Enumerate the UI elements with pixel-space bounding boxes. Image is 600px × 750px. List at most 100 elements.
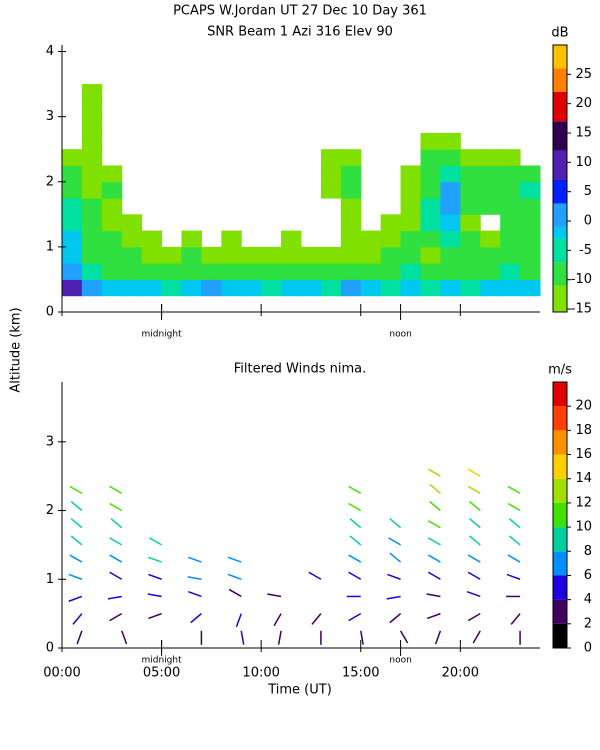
heat-cell	[340, 246, 362, 264]
heat-cell	[221, 279, 242, 297]
wind-barb	[109, 502, 123, 512]
heat-cell	[380, 214, 402, 232]
colorbar-tick-label: 0	[584, 214, 592, 229]
heat-cell	[440, 263, 461, 280]
heat-cell	[460, 246, 481, 264]
heat-cell	[62, 149, 83, 166]
wind-barb	[147, 593, 162, 598]
wind-barb	[349, 535, 362, 546]
y-tick-label: 1	[46, 572, 54, 587]
heat-cell	[62, 214, 83, 232]
heat-cell	[440, 149, 461, 166]
heat-cell	[500, 198, 521, 215]
heat-cell	[81, 181, 103, 199]
colorbar-band	[553, 68, 567, 92]
colorbar-band	[553, 238, 567, 263]
heat-cell	[360, 263, 382, 280]
heat-cell	[460, 279, 481, 297]
heat-cell	[400, 246, 421, 264]
wind-barb	[427, 537, 441, 546]
colorbar-tick-label: 10	[575, 520, 592, 535]
y-tick-label: 1	[46, 239, 54, 254]
annotation-label: noon	[389, 330, 411, 340]
heat-cell	[340, 198, 362, 215]
heat-cell	[101, 263, 123, 280]
heat-cell	[420, 149, 441, 166]
heat-cell	[380, 246, 402, 264]
heat-cell	[500, 263, 521, 280]
heat-cell	[320, 263, 342, 280]
heat-cell	[320, 279, 342, 297]
heat-cell	[460, 181, 481, 199]
colorbar-tick-label: 14	[575, 471, 592, 486]
annotation-label: midnight	[142, 330, 183, 340]
wind-barb	[434, 630, 442, 645]
wind-barb	[427, 520, 441, 529]
heat-cell	[460, 263, 481, 280]
wind-barb	[427, 468, 441, 477]
wind-barb	[389, 552, 402, 563]
heat-cell	[281, 246, 302, 264]
wind-barb	[148, 573, 162, 580]
wind-barb	[508, 518, 521, 529]
heat-cell	[340, 181, 362, 199]
wind-barb	[360, 630, 364, 645]
colorbar-tick-label: 20	[575, 96, 592, 111]
wind-barb	[76, 630, 83, 645]
colorbar-tick-label: 12	[575, 495, 592, 510]
wind-barb	[507, 554, 521, 563]
wind-barb	[227, 573, 242, 580]
wind-barb	[507, 502, 521, 512]
wind-barb	[277, 630, 282, 645]
colorbar-tick-label: -5	[579, 243, 592, 258]
wind-barb	[469, 535, 481, 546]
y-tick-label: 3	[46, 434, 54, 449]
heat-cell	[520, 165, 541, 183]
heat-cell	[360, 230, 382, 248]
x-tick-label: 10:00	[242, 666, 279, 681]
heat-cell	[101, 198, 123, 215]
colorbar-band	[553, 179, 567, 204]
heat-cell	[460, 214, 481, 232]
heat-cell	[440, 279, 461, 297]
heat-cell	[360, 279, 382, 297]
y-tick-label: 3	[46, 109, 54, 124]
y-tick-label: 0	[46, 641, 54, 656]
heat-cell	[201, 279, 222, 297]
heat-cell	[480, 246, 501, 264]
heat-cell	[400, 263, 421, 280]
wind-barb	[469, 518, 481, 529]
heat-cell	[380, 230, 402, 248]
heat-cell	[141, 230, 163, 248]
heat-cell	[62, 165, 83, 183]
wind-barb	[240, 630, 245, 645]
heat-cell	[460, 198, 481, 215]
wind-barb	[348, 502, 362, 512]
wind-barb	[69, 554, 83, 563]
heat-cell	[221, 246, 242, 264]
colorbar-band	[553, 226, 567, 239]
colorbar-tick-label: 4	[584, 592, 592, 607]
heat-cell	[400, 279, 421, 297]
wind-barb	[70, 500, 83, 512]
wind-barb	[109, 485, 123, 494]
wind-barb	[149, 537, 162, 546]
wind-barb	[109, 571, 123, 580]
wind-barb	[72, 613, 83, 625]
wind-barb	[349, 518, 362, 529]
heat-cell	[400, 214, 421, 232]
heat-cell	[281, 230, 302, 248]
wind-barb	[190, 613, 202, 624]
y-tick-label: 0	[46, 305, 54, 320]
heat-cell	[101, 214, 123, 232]
colorbar-band	[553, 502, 567, 528]
heat-cell	[500, 230, 521, 248]
wind-barb	[308, 571, 322, 580]
heat-cell	[340, 263, 362, 280]
wind-barb	[472, 630, 481, 644]
heat-cell	[500, 214, 521, 232]
colorbar-frame	[552, 44, 568, 313]
heat-cell	[121, 263, 143, 280]
wind-barb	[467, 554, 481, 563]
